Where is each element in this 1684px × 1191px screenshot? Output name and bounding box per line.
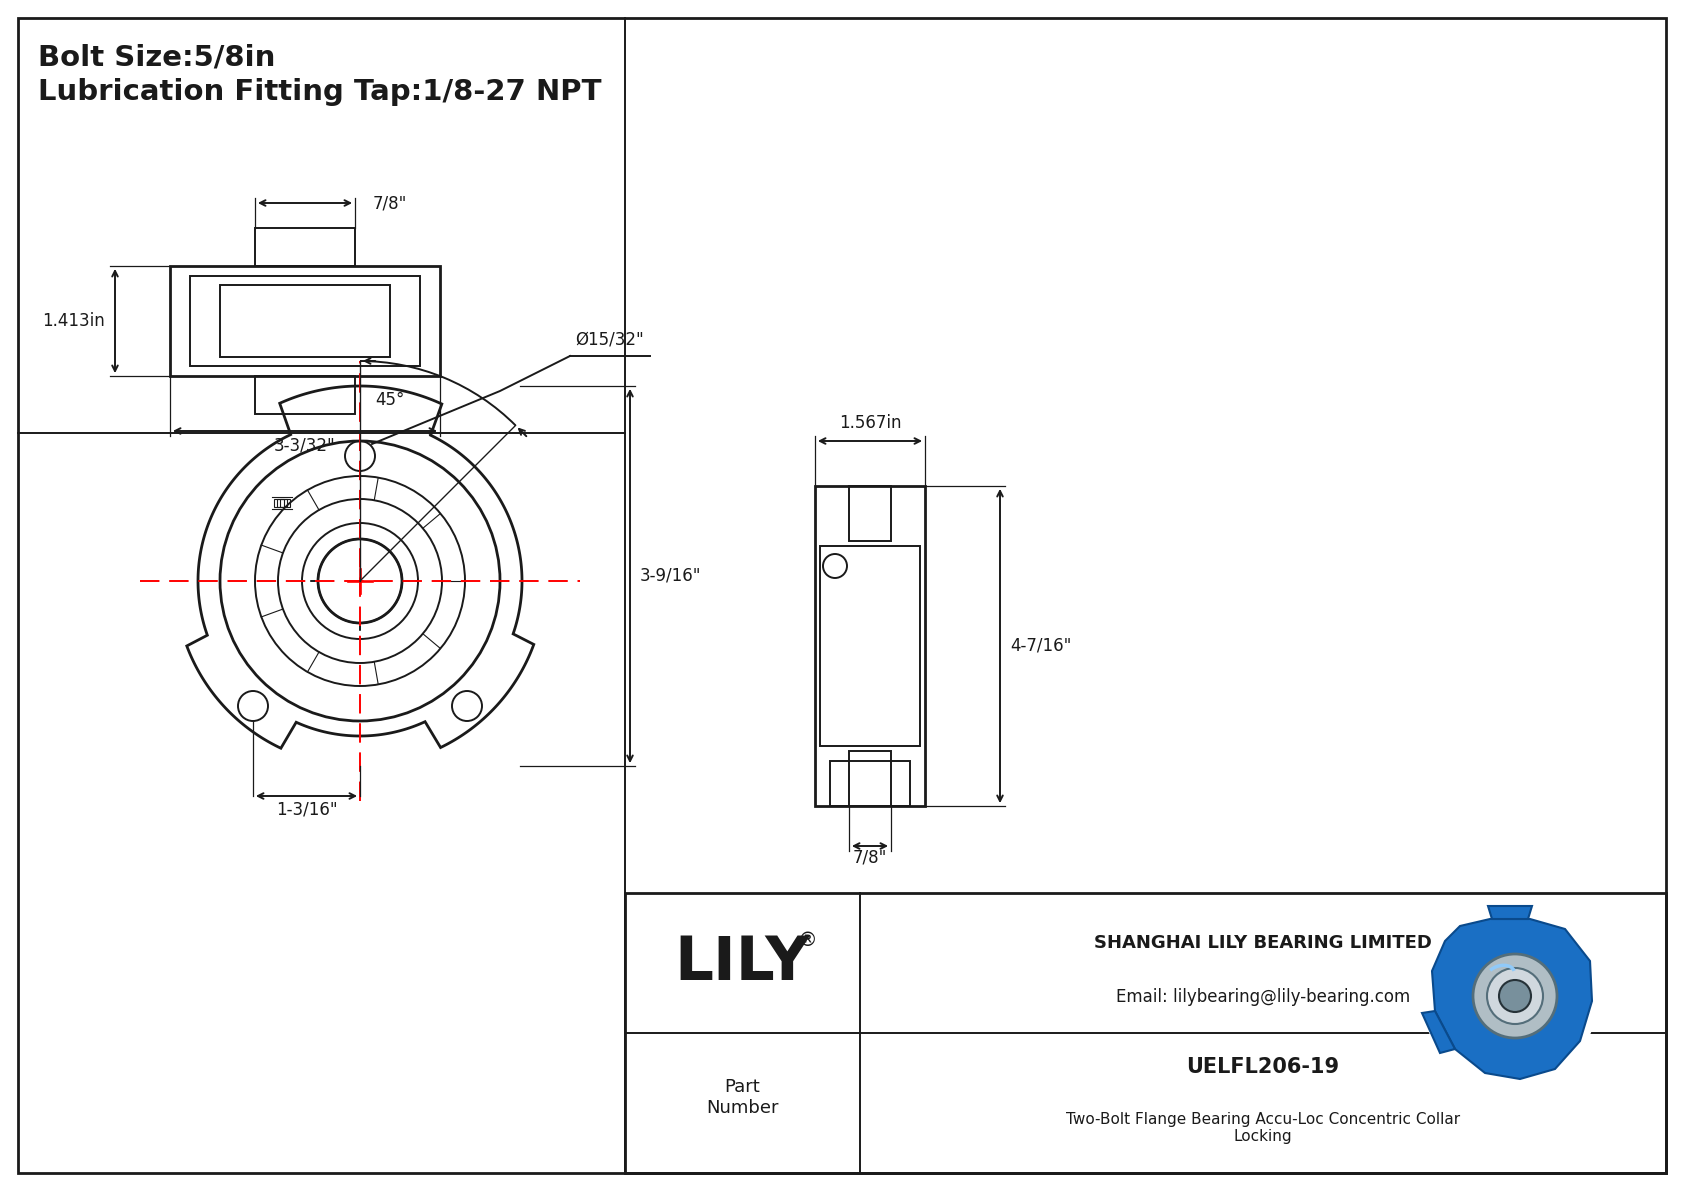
Text: SHANGHAI LILY BEARING LIMITED: SHANGHAI LILY BEARING LIMITED (1095, 935, 1431, 953)
Text: Email: lilybearing@lily-bearing.com: Email: lilybearing@lily-bearing.com (1116, 987, 1410, 1005)
Polygon shape (1489, 906, 1532, 919)
Text: 3-3/32": 3-3/32" (274, 437, 335, 455)
Bar (849, 486, 891, 541)
Text: LILY: LILY (674, 934, 810, 992)
Bar (190, 276, 419, 366)
Bar (280, 499, 290, 507)
Text: Lubrication Fitting Tap:1/8-27 NPT: Lubrication Fitting Tap:1/8-27 NPT (39, 77, 601, 106)
Text: 45°: 45° (376, 392, 406, 410)
Circle shape (1487, 968, 1543, 1024)
Text: 3-9/16": 3-9/16" (640, 567, 702, 585)
Bar (274, 499, 285, 507)
Bar (254, 376, 355, 414)
Text: 1-3/16": 1-3/16" (276, 800, 337, 818)
Text: Bolt Size:5/8in: Bolt Size:5/8in (39, 43, 276, 71)
Text: Ø15/32": Ø15/32" (574, 330, 643, 348)
Bar (815, 486, 925, 806)
Circle shape (1499, 980, 1531, 1012)
Bar (221, 285, 391, 357)
Bar (820, 545, 919, 746)
Text: Two-Bolt Flange Bearing Accu-Loc Concentric Collar
Locking: Two-Bolt Flange Bearing Accu-Loc Concent… (1066, 1112, 1460, 1145)
Polygon shape (1421, 1011, 1455, 1053)
Text: 1.567in: 1.567in (839, 414, 901, 432)
Circle shape (1423, 913, 1596, 1089)
Text: ®: ® (797, 931, 817, 950)
Circle shape (1474, 954, 1558, 1039)
Bar (849, 752, 891, 806)
Polygon shape (1431, 919, 1591, 1079)
Bar (278, 499, 288, 507)
Text: 1.413in: 1.413in (42, 312, 104, 330)
Bar (625, 893, 1665, 1173)
Text: UELFL206-19: UELFL206-19 (1187, 1056, 1339, 1077)
Text: 4-7/16": 4-7/16" (1010, 637, 1071, 655)
Text: Part
Number: Part Number (706, 1078, 778, 1117)
Text: 7/8": 7/8" (372, 194, 408, 212)
Bar (830, 761, 909, 806)
Bar (254, 227, 355, 266)
Bar (170, 266, 440, 376)
Text: 7/8": 7/8" (852, 849, 887, 867)
